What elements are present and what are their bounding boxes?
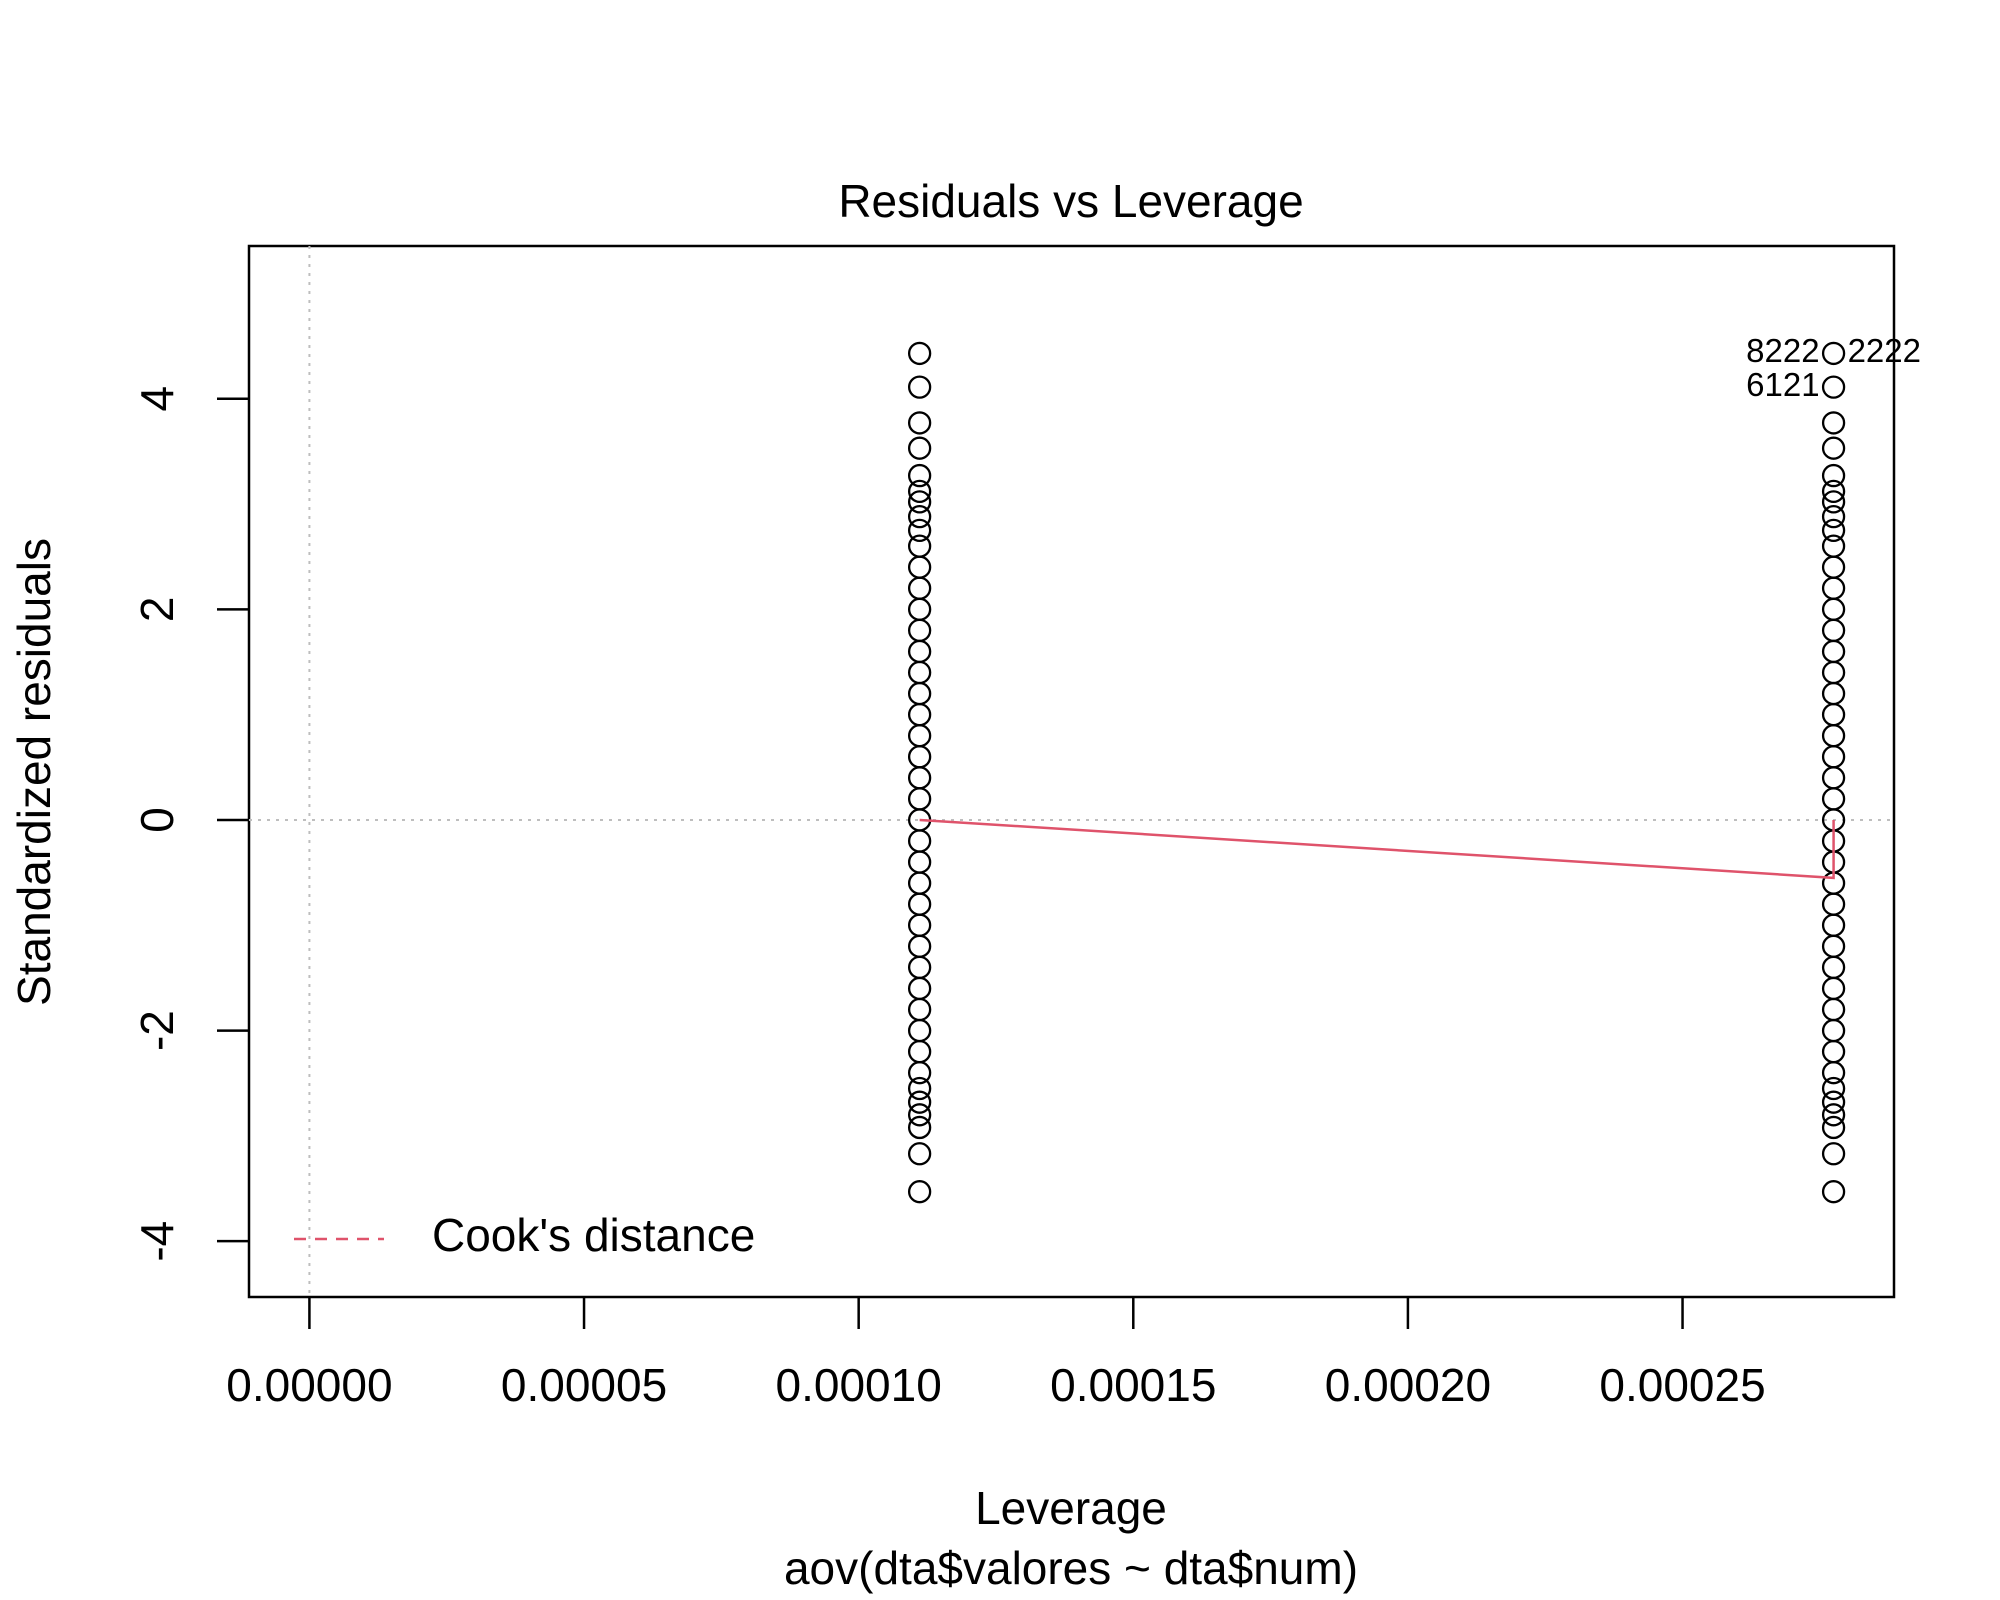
point <box>1821 518 1846 542</box>
point <box>1821 660 1846 685</box>
point <box>1821 341 1846 366</box>
point <box>907 976 932 1001</box>
point <box>1821 1180 1846 1204</box>
point <box>1821 618 1846 643</box>
point <box>1821 702 1846 727</box>
point <box>907 892 932 916</box>
point <box>1821 766 1846 790</box>
point <box>907 597 932 621</box>
x-tick-label: 0.00015 <box>1050 1359 1216 1411</box>
point <box>1821 913 1846 937</box>
x-tick-label: 0.00025 <box>1599 1359 1765 1411</box>
y-tick-label: 4 <box>131 386 183 412</box>
point <box>907 871 932 895</box>
point <box>1821 934 1846 958</box>
x-tick-label: 0.00000 <box>226 1359 392 1411</box>
point <box>1821 639 1846 664</box>
point <box>1821 955 1846 980</box>
point <box>907 1076 932 1101</box>
point <box>907 660 932 685</box>
point <box>907 787 932 811</box>
y-tick-label: -4 <box>131 1221 183 1262</box>
legend-label: Cook's distance <box>432 1209 755 1261</box>
x-tick-label: 0.00005 <box>501 1359 667 1411</box>
point <box>907 724 932 748</box>
x-tick-label: 0.00010 <box>776 1359 942 1411</box>
point <box>907 518 932 542</box>
point <box>1821 1076 1846 1101</box>
point-label: 6121 <box>1746 366 1819 403</box>
point <box>1821 1018 1846 1043</box>
point <box>907 1142 932 1166</box>
point <box>907 1061 932 1085</box>
point <box>1821 597 1846 621</box>
point <box>907 934 932 958</box>
point <box>1821 1103 1846 1127</box>
point <box>1821 436 1846 460</box>
point <box>907 534 932 558</box>
point <box>907 766 932 790</box>
point <box>907 1180 932 1204</box>
point <box>907 504 932 529</box>
y-axis-label: Standardized residuals <box>8 538 60 1006</box>
point <box>1821 745 1846 769</box>
y-tick-label: 2 <box>131 597 183 623</box>
point <box>907 702 932 727</box>
subtitle: aov(dta$valores ~ dta$num) <box>784 1542 1358 1594</box>
point <box>1821 976 1846 1001</box>
smooth-line <box>919 818 1835 880</box>
point <box>1821 1090 1846 1114</box>
point <box>907 576 932 600</box>
point <box>907 1103 932 1127</box>
point <box>907 955 932 980</box>
point <box>907 618 932 643</box>
point <box>907 341 932 366</box>
point-label: 2222 <box>1848 332 1921 369</box>
point <box>907 490 932 514</box>
point <box>1821 1039 1846 1064</box>
point <box>1821 681 1846 706</box>
point <box>907 997 932 1022</box>
point <box>907 479 932 504</box>
y-tick-label: -2 <box>131 1010 183 1051</box>
point <box>907 745 932 769</box>
point <box>1821 479 1846 504</box>
point <box>907 463 932 488</box>
point <box>907 681 932 706</box>
point <box>1821 997 1846 1022</box>
point <box>907 850 932 874</box>
x-tick-label: 0.00020 <box>1325 1359 1491 1411</box>
chart-title: Residuals vs Leverage <box>838 175 1303 227</box>
point <box>1821 490 1846 514</box>
point <box>907 375 932 399</box>
point <box>907 913 932 937</box>
point <box>907 1018 932 1043</box>
point <box>907 1115 932 1140</box>
point <box>1821 411 1846 435</box>
point <box>1821 463 1846 488</box>
point <box>907 1039 932 1064</box>
point <box>907 639 932 664</box>
point <box>907 436 932 460</box>
point <box>1821 1061 1846 1085</box>
point <box>1821 1115 1846 1140</box>
point <box>907 411 932 435</box>
x-axis-label: Leverage <box>975 1482 1167 1534</box>
plot-frame <box>247 244 1896 1299</box>
point <box>1821 576 1846 600</box>
point <box>1821 555 1846 579</box>
point <box>1821 504 1846 529</box>
point <box>1821 724 1846 748</box>
point <box>907 829 932 853</box>
point <box>1821 375 1846 399</box>
point <box>1821 534 1846 558</box>
point <box>907 555 932 579</box>
point <box>1821 892 1846 916</box>
point <box>1821 1142 1846 1166</box>
point <box>1821 787 1846 811</box>
point-label: 8222 <box>1746 332 1819 369</box>
y-tick-label: 0 <box>131 807 183 833</box>
point <box>907 1090 932 1114</box>
